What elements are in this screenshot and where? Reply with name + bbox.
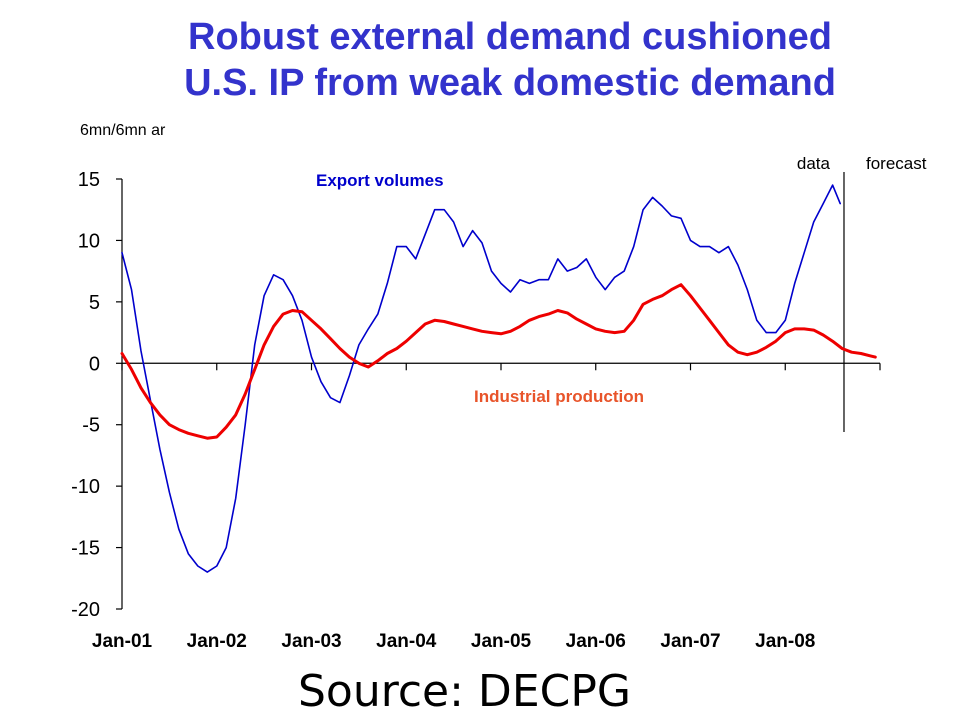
source-note: Source: DECPG bbox=[298, 666, 631, 717]
series-line-industrial-production bbox=[120, 283, 877, 440]
chart-labels: Jan-01 Jan-02 Jan-03 Jan-04 Jan-05 Jan-06 Jan-… bbox=[92, 154, 927, 652]
y-tick-label: -5 bbox=[82, 415, 100, 437]
divider-label-forecast: forecast bbox=[866, 154, 927, 173]
x-tick-label: Jan-08 bbox=[755, 631, 815, 652]
x-tick-label: Jan-04 bbox=[376, 631, 437, 652]
x-tick-label: Jan-07 bbox=[660, 631, 720, 652]
y-tick-label: -20 bbox=[71, 599, 100, 621]
y-tick-label: 5 bbox=[89, 292, 100, 314]
chart-title-line-1: Robust external demand cushioned bbox=[188, 16, 832, 58]
chart-axes: 15 10 5 0 -5 -10 -15 -20 bbox=[71, 169, 881, 621]
y-tick-label: 10 bbox=[78, 230, 100, 252]
divider-label-data: data bbox=[797, 154, 831, 173]
series-label-industrial-production: Industrial production bbox=[474, 387, 644, 406]
series-line-export-volumes bbox=[121, 184, 841, 573]
y-tick-label: -10 bbox=[71, 476, 100, 498]
x-tick-label: Jan-03 bbox=[281, 631, 341, 652]
series-label-export-volumes: Export volumes bbox=[316, 171, 444, 190]
chart-series bbox=[120, 184, 877, 573]
chart-title: Robust external demand cushioned U.S. IP… bbox=[60, 14, 960, 106]
x-tick-label: Jan-02 bbox=[187, 631, 247, 652]
x-tick-label: Jan-06 bbox=[566, 631, 626, 652]
y-axis-unit-label: 6mn/6mn ar bbox=[80, 122, 166, 139]
x-tick-label: Jan-01 bbox=[92, 631, 153, 652]
y-tick-label: -15 bbox=[71, 538, 100, 560]
chart-title-line-2: U.S. IP from weak domestic demand bbox=[184, 62, 836, 104]
y-tick-label: 0 bbox=[89, 353, 100, 375]
x-tick-label: Jan-05 bbox=[471, 631, 532, 652]
y-tick-label: 15 bbox=[78, 169, 100, 191]
